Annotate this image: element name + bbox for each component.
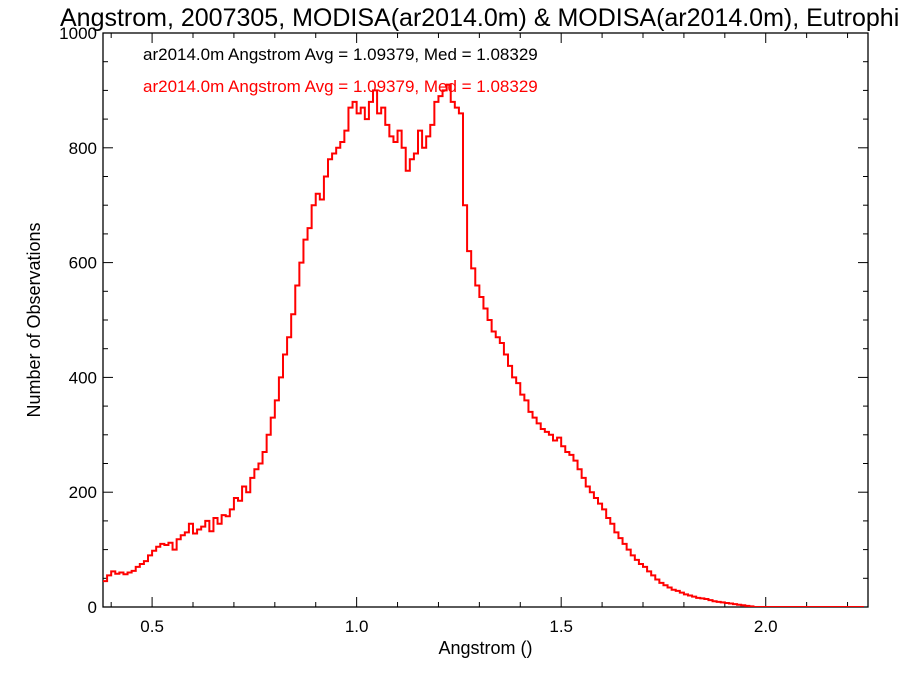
y-axis-label: Number of Observations: [24, 222, 44, 417]
x-tick-label: 2.0: [754, 617, 778, 636]
x-tick-label: 1.5: [549, 617, 573, 636]
histogram-series-0: [103, 83, 864, 607]
y-tick-label: 600: [69, 254, 97, 273]
y-tick-label: 400: [69, 368, 97, 387]
legend: ar2014.0m Angstrom Avg = 1.09379, Med = …: [143, 45, 538, 96]
y-axis: 0 200 400 600 800 1000: [59, 24, 868, 617]
x-axis-label: Angstrom (): [438, 638, 532, 658]
legend-entry-red: ar2014.0m Angstrom Avg = 1.09379, Med = …: [143, 77, 538, 96]
series-layer: [103, 83, 864, 607]
y-tick-label: 200: [69, 483, 97, 502]
chart-title: Angstrom, 2007305, MODISA(ar2014.0m) & M…: [60, 4, 899, 32]
y-tick-label: 1000: [59, 24, 97, 43]
x-tick-label: 1.0: [345, 617, 369, 636]
y-tick-label: 0: [88, 598, 97, 617]
y-tick-label: 800: [69, 139, 97, 158]
x-axis: 0.5 1.0 1.5 2.0: [110, 33, 849, 636]
x-tick-label: 0.5: [140, 617, 164, 636]
legend-entry-black: ar2014.0m Angstrom Avg = 1.09379, Med = …: [143, 45, 538, 64]
